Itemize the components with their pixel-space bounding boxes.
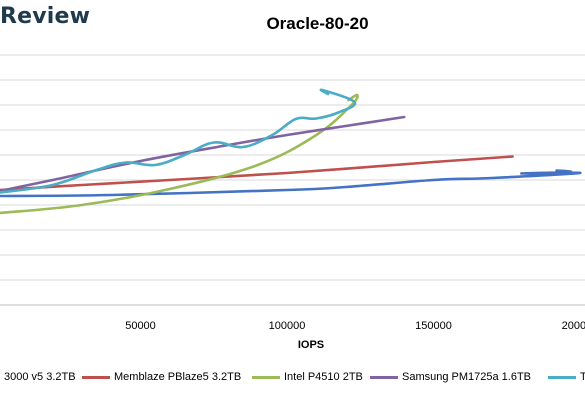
series-lines [0, 88, 582, 215]
x-tick-label: 50000 [125, 320, 156, 332]
legend-entry: Intel P4510 2TB [252, 371, 363, 383]
legend-entry: 3000 v5 3.2TB [4, 371, 76, 383]
x-axis-label: IOPS [298, 339, 324, 351]
legend-swatch [82, 375, 110, 379]
legend-label: Intel P4510 2TB [284, 371, 363, 383]
legend-swatch [252, 375, 280, 379]
x-tick-labels: 50000 100000 150000 200000 [125, 320, 585, 332]
legend-entry: Memblaze PBlaze5 3.2TB [82, 371, 241, 383]
x-tick-label: 100000 [269, 320, 306, 332]
series-line-1 [0, 169, 582, 198]
legend-swatch [370, 375, 398, 379]
legend-entry: Tos [548, 371, 585, 383]
legend-label: 3000 v5 3.2TB [4, 371, 76, 383]
legend: 3000 v5 3.2TB Memblaze PBlaze5 3.2TB Intel… [0, 371, 585, 391]
legend-label: Memblaze PBlaze5 3.2TB [114, 371, 242, 383]
brand-logo-text: Review [0, 4, 91, 29]
legend-swatch [548, 375, 576, 379]
legend-label: Tos [580, 371, 585, 383]
series-line-4 [0, 115, 406, 193]
legend-entry: Samsung PM1725a 1.6TB [370, 371, 531, 383]
series-line-2 [0, 155, 514, 192]
legend-label: Samsung PM1725a 1.6TB [402, 371, 532, 383]
chart-title: Oracle-80-20 [266, 14, 369, 33]
x-tick-label: 200000 [562, 320, 585, 332]
x-tick-label: 150000 [415, 320, 452, 332]
gridlines [0, 54, 585, 306]
series-line-5 [0, 88, 357, 194]
series-line-3 [0, 93, 359, 215]
